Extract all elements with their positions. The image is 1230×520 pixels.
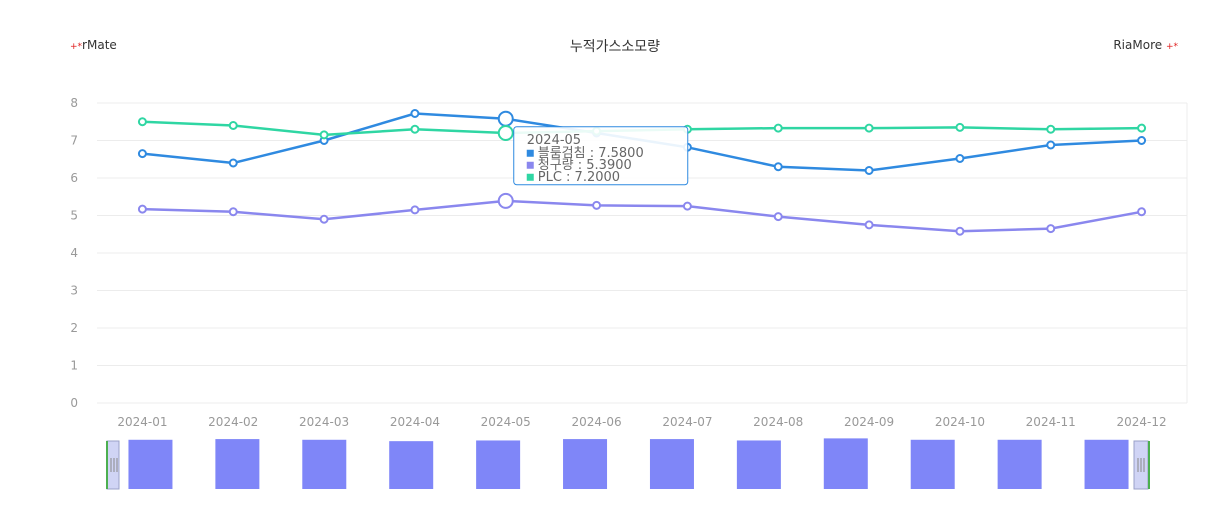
data-point[interactable] [137, 117, 147, 127]
data-point[interactable] [1137, 136, 1147, 145]
x-tick-label: 2024-09 [844, 415, 894, 429]
y-tick-label: 5 [70, 209, 78, 223]
navigator-bar [128, 439, 173, 489]
y-tick-label: 7 [70, 134, 78, 148]
x-axis: 2024-01 2024-02 2024-03 2024-04 2024-05 2024-… [117, 415, 1166, 429]
chart-title: 누적가스소모량 [569, 39, 661, 55]
y-tick-label: 4 [70, 246, 78, 260]
data-point[interactable] [1046, 140, 1056, 150]
brand-right-label: RiaMore [1113, 38, 1163, 52]
navigator-bar [563, 439, 608, 489]
x-tick-label: 2024-11 [1026, 415, 1076, 429]
navigator-bar [215, 439, 260, 489]
data-point[interactable] [319, 214, 329, 224]
data-point[interactable] [497, 192, 514, 209]
data-point[interactable] [319, 130, 329, 140]
x-tick-label: 2024-06 [572, 415, 622, 429]
data-point[interactable] [773, 212, 783, 222]
data-point[interactable] [228, 158, 238, 168]
navigator-bar [302, 439, 347, 489]
data-point[interactable] [682, 201, 692, 211]
data-point[interactable] [410, 205, 420, 215]
y-axis: 0 1 2 3 4 5 6 7 8 [70, 96, 78, 410]
data-point[interactable] [955, 226, 965, 236]
navigator-bar [910, 439, 955, 489]
data-point[interactable] [1046, 124, 1056, 134]
navigator-bar [389, 441, 434, 489]
data-point[interactable] [137, 204, 147, 214]
x-tick-label: 2024-10 [935, 415, 985, 429]
tooltip-row: PLC : 7.2000 [538, 170, 620, 185]
y-tick-label: 1 [70, 359, 78, 373]
brand-star-icon: +* [1165, 42, 1178, 52]
navigator-bar [649, 439, 694, 489]
range-navigator[interactable] [106, 438, 1150, 490]
x-tick-label: 2024-03 [299, 415, 349, 429]
data-point[interactable] [955, 122, 965, 132]
tooltip-swatch [526, 161, 534, 169]
data-point[interactable] [1137, 207, 1147, 217]
brand-logo-right: RiaMore +* [1113, 38, 1178, 52]
data-point[interactable] [497, 110, 514, 127]
x-tick-label: 2024-12 [1117, 415, 1167, 429]
data-point[interactable] [497, 125, 514, 141]
navigator-bar [997, 439, 1042, 489]
data-point[interactable] [1137, 123, 1147, 133]
brand-left-label: rMate [82, 38, 117, 52]
series-line [142, 199, 1142, 233]
y-tick-label: 8 [70, 96, 78, 110]
y-tick-label: 2 [70, 321, 78, 335]
tooltip-row: 블룸검침 : 7.5800 [538, 146, 644, 161]
x-tick-label: 2024-05 [481, 415, 531, 429]
navigator-bar [476, 440, 521, 489]
x-tick-label: 2024-02 [208, 415, 258, 429]
x-tick-label: 2024-07 [662, 415, 712, 429]
tooltip-row: 청구량 : 5.3900 [538, 158, 632, 173]
brand-logo-left: +*rMate [70, 38, 117, 52]
tooltip-category: 2024-05 [527, 133, 581, 148]
data-point[interactable] [1046, 224, 1056, 234]
data-point[interactable] [410, 124, 420, 134]
navigator-bar [823, 438, 868, 489]
data-point[interactable] [592, 200, 602, 210]
x-tick-label: 2024-04 [390, 415, 440, 429]
tooltip-box [513, 126, 689, 186]
data-point[interactable] [864, 220, 874, 230]
navigator-bar [736, 440, 781, 489]
data-point[interactable] [410, 109, 420, 118]
y-tick-label: 3 [70, 284, 78, 298]
data-point[interactable] [228, 121, 238, 130]
tooltip-swatch [526, 173, 534, 181]
data-point[interactable] [864, 123, 874, 133]
data-point[interactable] [773, 162, 783, 172]
tooltip-swatch [526, 149, 534, 157]
data-point[interactable] [137, 149, 147, 159]
y-tick-label: 6 [70, 171, 78, 185]
data-point[interactable] [864, 166, 874, 175]
navigator-bar [1084, 439, 1129, 489]
x-tick-label: 2024-01 [117, 415, 167, 429]
brand-star-icon: +* [70, 42, 83, 52]
data-point[interactable] [773, 123, 783, 133]
data-point[interactable] [228, 207, 238, 217]
data-point[interactable] [955, 154, 965, 163]
y-tick-label: 0 [70, 396, 78, 410]
x-tick-label: 2024-08 [753, 415, 803, 429]
